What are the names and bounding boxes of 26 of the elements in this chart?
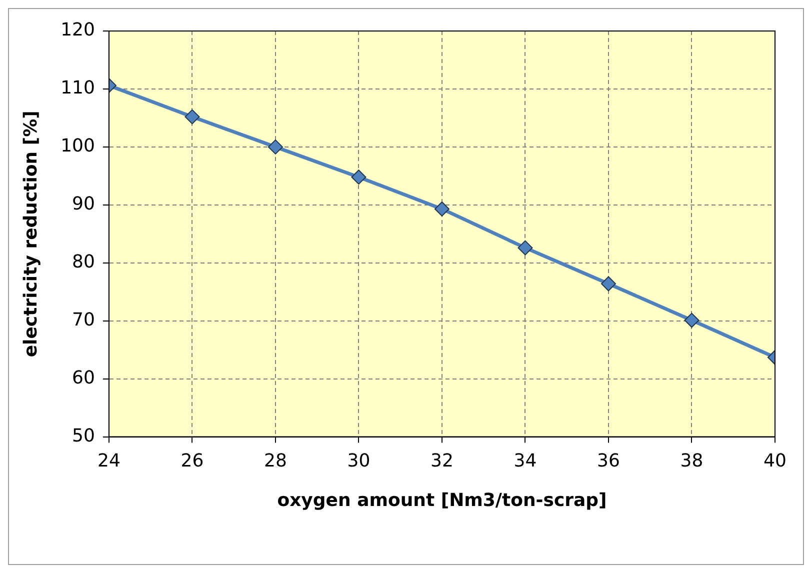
y-tick-label: 60 <box>72 368 95 388</box>
y-tick-label: 120 <box>60 20 95 41</box>
point <box>268 139 283 154</box>
y-tick-label: 70 <box>72 310 95 331</box>
point <box>434 201 450 216</box>
y-tick-label: 50 <box>72 425 95 446</box>
y-axis-title: electricity reduction [%] <box>20 110 42 358</box>
x-tick-label: 28 <box>264 450 287 472</box>
x-tick-label: 32 <box>430 450 454 472</box>
y-tick-label: 90 <box>72 194 95 215</box>
point <box>518 240 533 256</box>
x-tick-label: 30 <box>347 450 370 472</box>
point <box>184 109 200 124</box>
y-tick-label: 100 <box>60 136 95 157</box>
point <box>684 312 700 328</box>
point <box>351 170 366 185</box>
x-tick-label: 40 <box>764 450 786 472</box>
x-axis-title: oxygen amount [Nm3/ton-scrap] <box>277 490 607 511</box>
x-tick-label: 26 <box>180 450 204 472</box>
y-tick-label: 80 <box>72 252 95 273</box>
point <box>600 276 616 292</box>
x-tick-label: 38 <box>680 450 704 472</box>
x-tick-label: 24 <box>98 450 120 472</box>
x-tick-label: 36 <box>597 450 620 472</box>
x-tick-label: 34 <box>514 450 537 472</box>
y-tick-label: 110 <box>60 78 95 99</box>
